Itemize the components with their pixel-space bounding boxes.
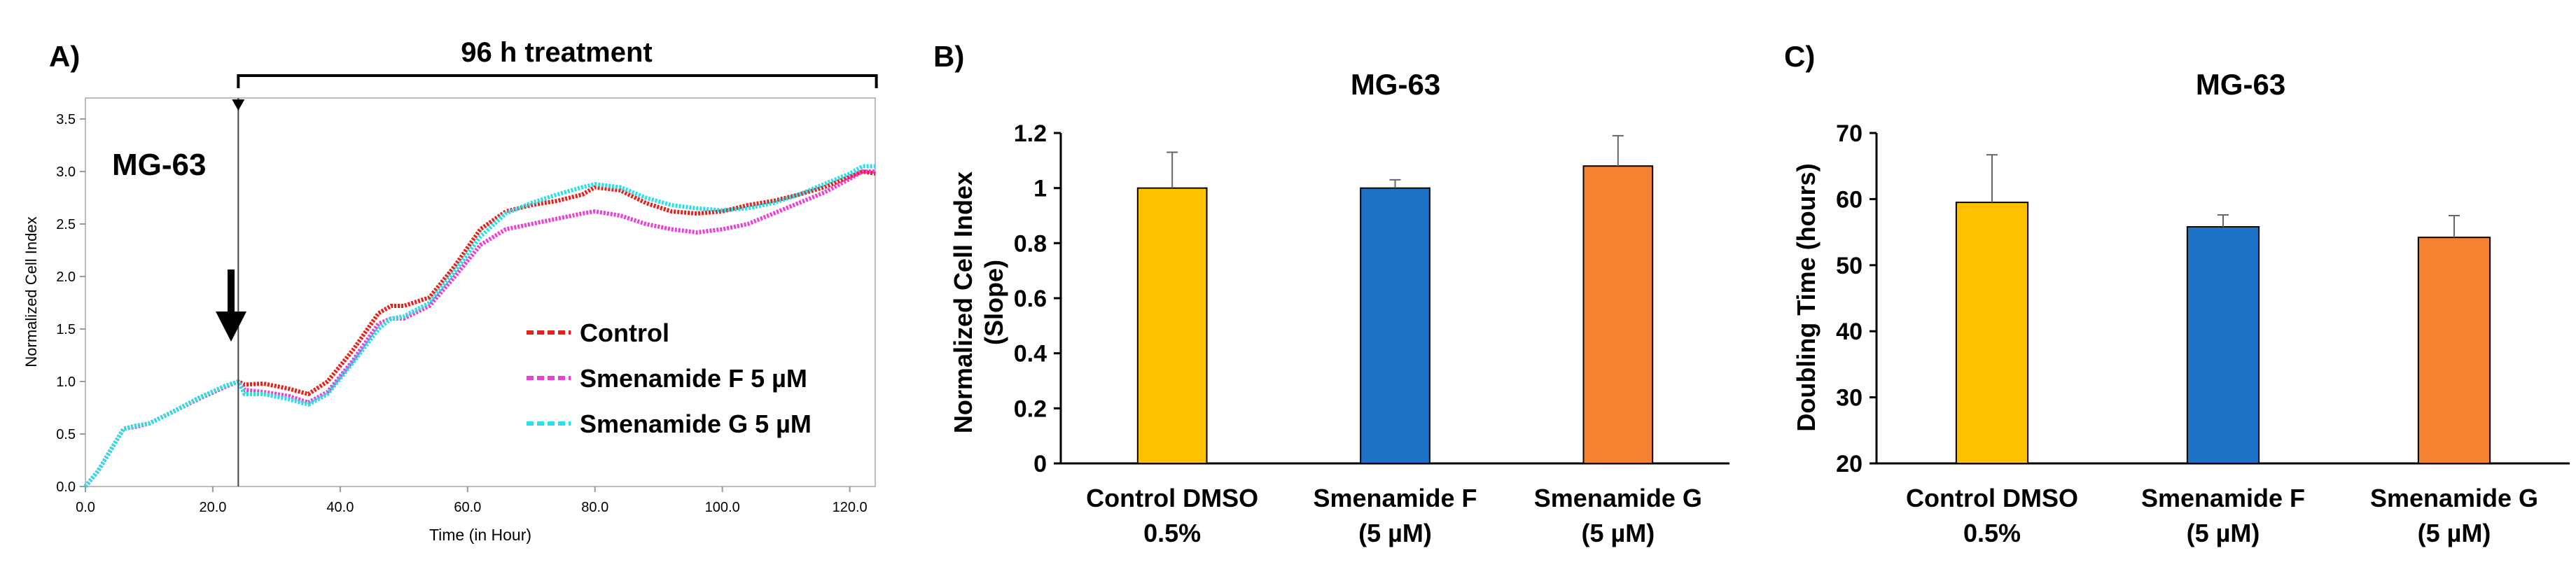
a-ytick-label: 1.0: [56, 374, 76, 390]
b-ytick-label: 0.8: [1014, 230, 1047, 257]
panel-a-y-ticks: 0.0 0.5 1.0 1.5 2.0 2.5 3.0 3.5: [56, 112, 85, 495]
b-bar: [1360, 187, 1430, 464]
panel-a-line-chart: A) 0.0 0.5 1.0 1.5 2.0 2.5 3.0 3.5 0.0 20.0 40.0 6…: [22, 37, 878, 544]
b-bar: [1582, 165, 1654, 464]
c-ytick-label: 20: [1836, 451, 1863, 477]
panel-a-normalization-marker-icon: [232, 99, 245, 111]
panel-b-label: B): [933, 40, 964, 73]
panel-c-plot: 20 30 40 50 60 70 Control DMSO 0.5% Smenamide F (…: [1836, 120, 2570, 547]
panel-a-legend: Control Smenamide F 5 µM Smenamide G 5 µM: [527, 318, 812, 438]
treatment-annotation: 96 h treatment: [461, 37, 652, 68]
b-ytick-label: 1: [1033, 176, 1047, 202]
a-xtick-label: 100.0: [705, 500, 740, 515]
panel-c-title: MG-63: [2196, 68, 2285, 101]
panel-b-bar-chart: B) MG-63 Normalized Cell Index (Slope) 0…: [933, 40, 1729, 547]
panel-a-cell-line-label: MG-63: [112, 148, 206, 182]
c-category-label: Smenamide F: [2141, 484, 2305, 512]
a-xtick-label: 120.0: [833, 500, 868, 515]
a-legend-label: Smenamide G 5 µM: [580, 410, 812, 438]
a-series-line: [83, 169, 875, 488]
panel-a-series: [83, 164, 876, 488]
panel-b-ylabel-line1: Normalized Cell Index: [949, 172, 977, 433]
a-legend-label: Smenamide F 5 µM: [580, 364, 807, 393]
treatment-bracket: 96 h treatment: [237, 37, 878, 88]
b-ytick-label: 0: [1033, 451, 1047, 477]
panel-a-label: A): [49, 40, 80, 73]
a-ytick-label: 1.5: [56, 322, 76, 337]
b-category-sublabel: (5 µM): [1581, 519, 1655, 547]
panel-c-bar-chart: C) MG-63 Doubling Time (hours) 20 30 40 50 6…: [1784, 40, 2570, 547]
c-category-sublabel: (5 µM): [2187, 519, 2260, 547]
b-category-sublabel: (5 µM): [1358, 519, 1432, 547]
a-ytick-label: 0.0: [56, 479, 76, 495]
a-series-line: [83, 164, 875, 488]
panel-a-x-ticks: 0.0 20.0 40.0 60.0 80.0 100.0 120.0: [76, 486, 868, 515]
panel-c-label: C): [1784, 40, 1815, 73]
down-arrow-icon: [216, 270, 246, 342]
c-category-label: Control DMSO: [1906, 484, 2078, 512]
c-ytick-label: 40: [1836, 318, 1863, 345]
a-ytick-label: 2.5: [56, 217, 76, 232]
a-xtick-label: 60.0: [454, 500, 481, 515]
c-category-sublabel: 0.5%: [1963, 519, 2021, 547]
b-ytick-label: 0.4: [1014, 341, 1047, 368]
a-xtick-label: 80.0: [581, 500, 608, 515]
b-ytick-label: 0.2: [1014, 396, 1047, 422]
c-bar: [1955, 202, 2029, 464]
panel-a-xlabel: Time (in Hour): [429, 526, 531, 544]
b-bar: [1136, 187, 1208, 464]
a-xtick-label: 20.0: [199, 500, 226, 515]
b-ytick-label: 0.6: [1014, 286, 1047, 312]
a-ytick-label: 2.0: [56, 270, 76, 285]
panel-c-ylabel: Doubling Time (hours): [1792, 163, 1820, 431]
c-ytick-label: 50: [1836, 253, 1863, 279]
a-xtick-label: 40.0: [326, 500, 354, 515]
b-category-label: Smenamide F: [1313, 484, 1477, 512]
panel-b-ylabel-line2: (Slope): [980, 260, 1008, 345]
a-legend-label: Control: [580, 318, 669, 347]
panel-a-ylabel: Normalized Cell Index: [22, 216, 40, 367]
panel-b-plot: 0 0.2 0.4 0.6 0.8 1 1.2 Control DMSO 0.5% Smenami…: [1014, 120, 1729, 547]
a-ytick-label: 3.5: [56, 112, 76, 127]
c-bar: [2186, 226, 2260, 464]
c-ytick-label: 60: [1836, 186, 1863, 213]
c-ytick-label: 30: [1836, 385, 1863, 412]
a-ytick-label: 3.0: [56, 164, 76, 180]
a-ytick-label: 0.5: [56, 427, 76, 442]
c-bar: [2417, 237, 2491, 464]
a-xtick-label: 0.0: [76, 500, 95, 515]
b-category-sublabel: 0.5%: [1143, 519, 1201, 547]
b-ytick-label: 1.2: [1014, 120, 1047, 147]
b-category-label: Smenamide G: [1534, 484, 1702, 512]
panel-a-plot-frame: [85, 97, 876, 487]
c-category-label: Smenamide G: [2370, 484, 2538, 512]
b-category-label: Control DMSO: [1086, 484, 1258, 512]
c-category-sublabel: (5 µM): [2418, 519, 2491, 547]
panel-b-title: MG-63: [1351, 68, 1440, 101]
c-ytick-label: 70: [1836, 120, 1863, 147]
